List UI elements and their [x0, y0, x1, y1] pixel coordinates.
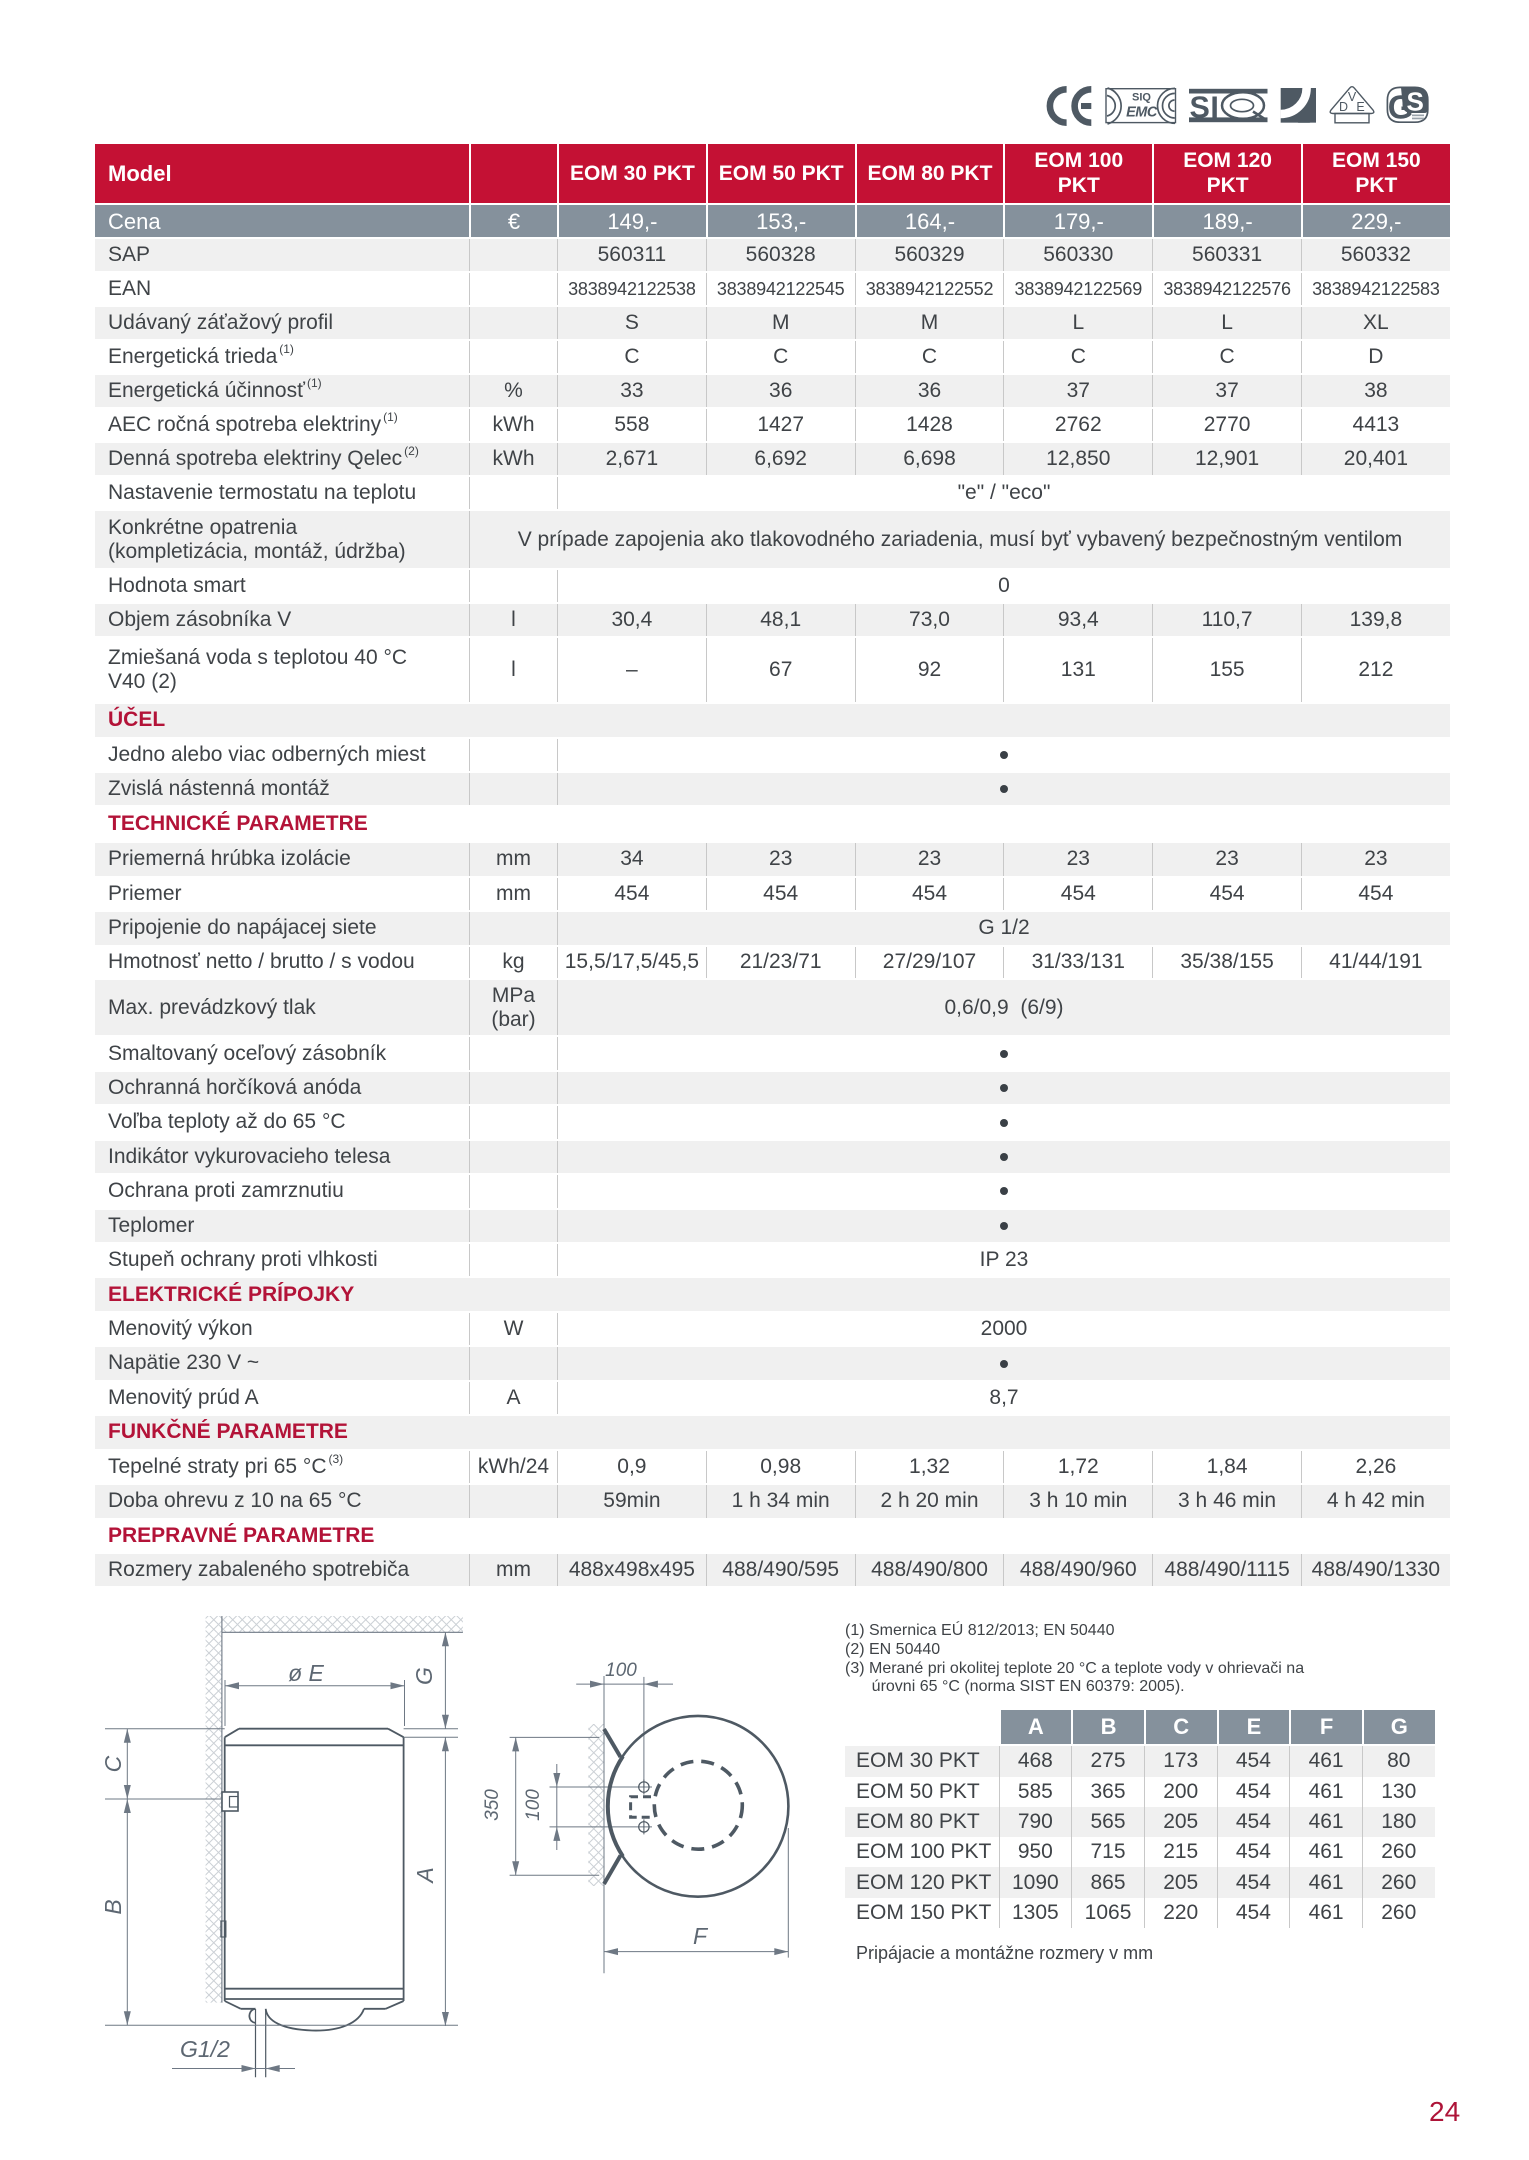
svg-text:S: S	[1407, 87, 1424, 117]
svg-text:EMC: EMC	[1126, 105, 1158, 121]
svg-text:A: A	[412, 1867, 438, 1884]
svg-text:G1/2: G1/2	[180, 2036, 230, 2062]
svg-text:G: G	[1388, 89, 1414, 126]
svg-text:ø E: ø E	[288, 1660, 324, 1686]
svg-text:SIQ: SIQ	[1132, 92, 1151, 104]
svg-text:V: V	[1348, 90, 1357, 104]
svg-text:E: E	[1356, 100, 1364, 114]
svg-text:SI: SI	[1190, 91, 1220, 125]
svg-text:B: B	[100, 1899, 126, 1914]
svg-text:F: F	[693, 1923, 709, 1949]
svg-text:100: 100	[523, 1789, 544, 1821]
svg-text:100: 100	[605, 1660, 637, 1681]
svg-text:C: C	[100, 1755, 126, 1772]
svg-text:G: G	[411, 1667, 437, 1685]
svg-text:D: D	[1339, 100, 1348, 114]
svg-text:350: 350	[482, 1789, 503, 1821]
